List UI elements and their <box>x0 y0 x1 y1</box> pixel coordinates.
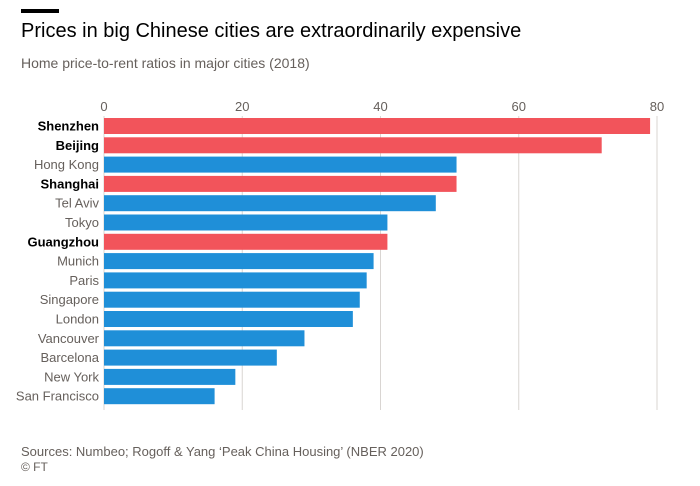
category-label: Shanghai <box>40 176 99 191</box>
x-tick-label: 60 <box>512 99 526 114</box>
category-label: Paris <box>69 273 99 288</box>
bar-san-francisco <box>104 388 215 405</box>
x-tick-label: 20 <box>235 99 249 114</box>
x-tick-label: 0 <box>100 99 107 114</box>
category-label: Singapore <box>40 292 99 307</box>
bar-shenzhen <box>104 118 651 134</box>
category-label: Barcelona <box>40 350 99 365</box>
category-label: New York <box>44 369 99 384</box>
category-labels: Shenzhen Beijing Hong Kong Shanghai Tel Aviv… <box>16 119 100 404</box>
bar-beijing <box>104 137 602 154</box>
bar-shanghai <box>104 175 457 192</box>
chart-subtitle: Home price-to-rent ratios in major citie… <box>21 55 310 71</box>
category-label: San Francisco <box>16 389 99 404</box>
bar-new-york <box>104 368 236 385</box>
bar-london <box>104 311 353 327</box>
bar-paris <box>104 272 367 289</box>
bar-munich <box>104 253 374 270</box>
category-label: London <box>56 312 99 327</box>
source-note: Sources: Numbeo; Rogoff & Yang ‘Peak Chi… <box>21 444 424 459</box>
category-label: Tokyo <box>65 215 99 230</box>
x-axis-ticks: 0 20 40 60 80 <box>100 99 664 114</box>
bar-guangzhou <box>104 233 388 250</box>
bar-tokyo <box>104 214 388 231</box>
bar-hong-kong <box>104 156 457 173</box>
bars <box>104 118 651 405</box>
chart-title: Prices in big Chinese cities are extraor… <box>21 20 522 42</box>
x-tick-label: 40 <box>373 99 387 114</box>
ft-header-rule <box>21 9 59 13</box>
bar-vancouver <box>104 330 305 347</box>
category-label: Vancouver <box>38 331 100 346</box>
x-tick-label: 80 <box>650 99 664 114</box>
category-label: Beijing <box>56 138 99 153</box>
bar-barcelona <box>104 349 277 366</box>
category-label: Hong Kong <box>34 157 99 172</box>
bar-singapore <box>104 291 360 308</box>
ft-credit: © FT <box>21 460 48 474</box>
category-label: Munich <box>57 254 99 269</box>
category-label: Tel Aviv <box>55 196 99 211</box>
bar-tel-aviv <box>104 195 436 212</box>
category-label: Guangzhou <box>28 234 100 249</box>
category-label: Shenzhen <box>38 119 99 134</box>
